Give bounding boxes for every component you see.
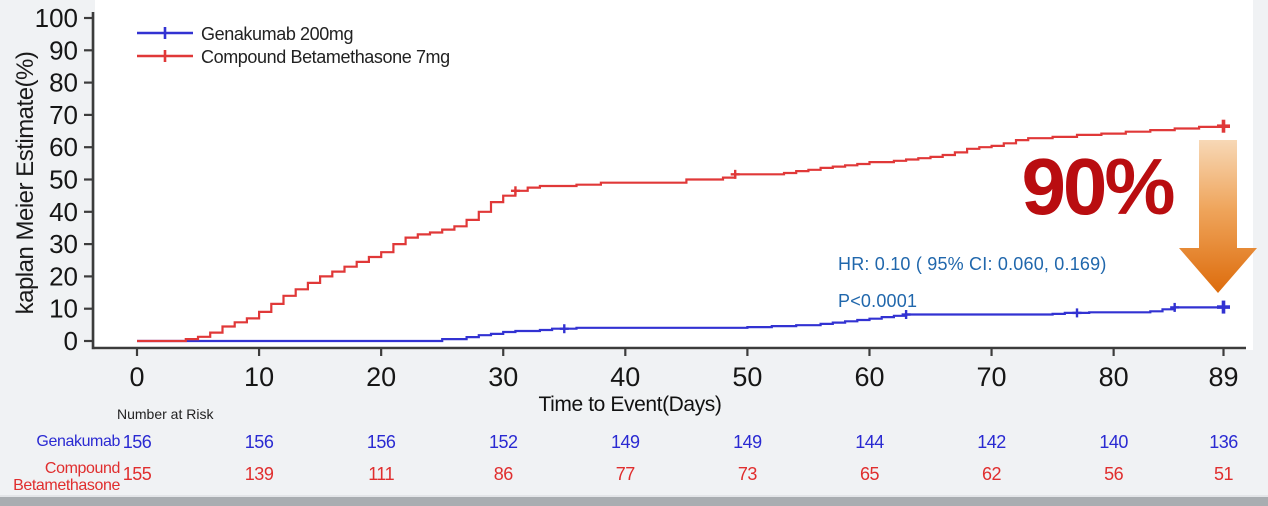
risk-value: 152 <box>488 432 518 452</box>
risk-value: 142 <box>977 432 1006 452</box>
y-tick-label: 20 <box>49 261 78 291</box>
x-tick-label: 40 <box>610 362 640 392</box>
km-curve-betamethasone <box>137 125 1225 343</box>
risk-value: 51 <box>1213 464 1234 484</box>
risk-value: 73 <box>737 464 758 484</box>
risk-value: 62 <box>982 464 1002 484</box>
risk-row-label-genakumab: Genakumab <box>36 433 120 450</box>
risk-value: 149 <box>733 432 762 452</box>
x-tick-label: 30 <box>488 362 518 392</box>
x-tick-label: 80 <box>1099 362 1129 392</box>
reduction-down-arrow <box>1179 140 1257 293</box>
risk-value: 156 <box>122 432 152 452</box>
y-tick-label: 80 <box>49 68 78 98</box>
risk-value: 149 <box>611 432 640 452</box>
risk-value: 86 <box>493 464 514 484</box>
x-axis-title: Time to Event(Days) <box>538 393 722 416</box>
risk-table-title: Number at Risk <box>117 406 214 422</box>
y-tick-label: 50 <box>49 165 78 195</box>
hazard-ratio-text: HR: 0.10 ( 95% CI: 0.060, 0.169) <box>838 254 1107 274</box>
risk-value: 140 <box>1099 432 1128 452</box>
bottom-separator-line <box>0 495 1268 497</box>
risk-value: 156 <box>244 432 274 452</box>
legend-label-betamethasone: Compound Betamethasone 7mg <box>201 47 450 67</box>
risk-value: 156 <box>366 432 396 452</box>
y-tick-label: 0 <box>64 326 78 356</box>
y-tick-label: 70 <box>49 100 78 130</box>
y-tick-label: 40 <box>49 197 78 227</box>
x-tick-label: 0 <box>129 362 144 392</box>
y-tick-label: 90 <box>49 35 78 65</box>
y-tick-label: 30 <box>49 229 78 259</box>
y-tick-label: 60 <box>49 132 78 162</box>
x-tick-label: 70 <box>977 362 1007 392</box>
risk-value: 139 <box>244 464 274 484</box>
y-axis-title: kaplan Meier Estimate(%) <box>12 51 39 315</box>
y-tick-label: 100 <box>35 3 78 33</box>
reduction-percent-label: 90% <box>1021 142 1175 231</box>
plot-background <box>95 0 1253 350</box>
risk-value: 144 <box>855 432 884 452</box>
risk-value: 65 <box>859 464 880 484</box>
legend-label-genakumab: Genakumab 200mg <box>201 24 354 44</box>
window-bottom-bar <box>0 497 1268 506</box>
risk-value: 56 <box>1104 464 1124 484</box>
km-curve-genakumab <box>137 306 1225 343</box>
x-tick-label: 89 <box>1208 362 1238 392</box>
p-value-text: P<0.0001 <box>838 291 918 311</box>
risk-value: 77 <box>615 464 636 484</box>
risk-value: 155 <box>122 464 152 484</box>
x-tick-label: 60 <box>854 362 884 392</box>
risk-row-label-betamethasone: Compound Betamethasone <box>13 460 120 494</box>
x-tick-label: 10 <box>244 362 274 392</box>
risk-value: 111 <box>368 464 395 484</box>
y-tick-label: 10 <box>49 294 78 324</box>
axis-lines <box>91 12 1246 350</box>
x-tick-label: 50 <box>732 362 762 392</box>
risk-value: 136 <box>1209 432 1238 452</box>
x-tick-label: 20 <box>366 362 396 392</box>
